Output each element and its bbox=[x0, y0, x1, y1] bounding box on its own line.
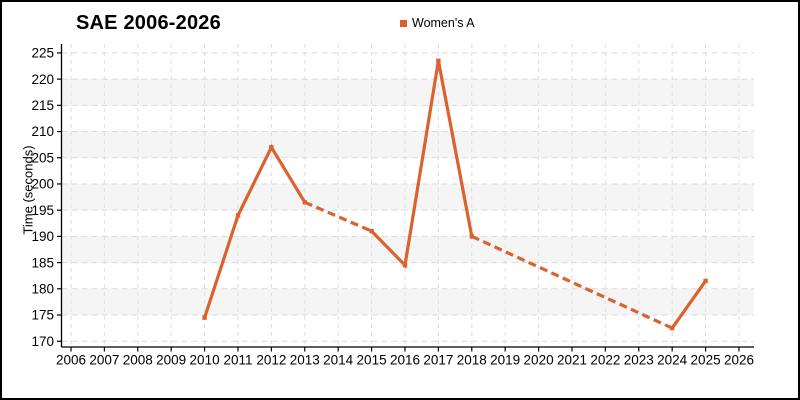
x-tick-label: 2011 bbox=[223, 353, 252, 368]
chart-title: SAE 2006-2026 bbox=[76, 12, 221, 34]
x-tick-label: 2008 bbox=[123, 353, 153, 368]
y-tick-label: 185 bbox=[31, 255, 54, 270]
x-tick-label: 2023 bbox=[624, 353, 654, 368]
series-line-solid bbox=[370, 60, 474, 269]
x-tick-label: 2020 bbox=[524, 353, 554, 368]
data-point-marker bbox=[402, 263, 408, 268]
tick-marks bbox=[57, 52, 740, 352]
x-tick-label: 2009 bbox=[156, 353, 186, 368]
data-point-marker bbox=[669, 325, 675, 331]
x-tick-label: 2007 bbox=[89, 353, 119, 368]
band bbox=[61, 288, 754, 316]
y-tick-label: 180 bbox=[31, 282, 54, 297]
y-tick-label: 225 bbox=[31, 46, 54, 61]
band bbox=[61, 79, 754, 106]
x-tick-label: 2022 bbox=[590, 353, 620, 368]
x-tick-label: 2019 bbox=[490, 353, 520, 368]
series-line-solid bbox=[203, 143, 307, 319]
y-tick-label: 215 bbox=[31, 98, 54, 113]
x-tick-label: 2012 bbox=[256, 353, 286, 368]
legend-square-marker-icon bbox=[400, 19, 407, 27]
x-tick-label: 2010 bbox=[190, 353, 220, 368]
y-tick-label: 170 bbox=[31, 334, 54, 349]
x-tick-label: 2016 bbox=[390, 353, 420, 368]
series-women-s-a bbox=[202, 58, 708, 331]
y-tick-label: 195 bbox=[31, 203, 54, 218]
x-tick-label: 2015 bbox=[357, 353, 387, 368]
data-point-marker bbox=[202, 315, 207, 320]
tick-labels: 170 175 180 185 190 195 200 205 210 215 220 225 2006… bbox=[31, 46, 754, 368]
data-point-marker bbox=[436, 58, 441, 63]
y-tick-label: 205 bbox=[31, 150, 54, 165]
data-point-marker bbox=[469, 234, 474, 239]
x-tick-label: 2013 bbox=[290, 353, 320, 368]
data-point-marker bbox=[369, 228, 374, 234]
band bbox=[61, 131, 754, 158]
x-tick-label: 2026 bbox=[724, 353, 754, 368]
data-point-marker bbox=[235, 213, 241, 218]
y-tick-label: 190 bbox=[31, 229, 54, 244]
x-tick-label: 2018 bbox=[457, 353, 487, 368]
x-tick-label: 2021 bbox=[557, 353, 587, 368]
x-tick-label: 2014 bbox=[323, 353, 354, 368]
legend-series-label: Women's A bbox=[412, 16, 475, 30]
y-tick-label: 210 bbox=[31, 124, 54, 139]
x-tick-label: 2025 bbox=[691, 353, 721, 368]
legend: Women's A bbox=[400, 16, 475, 30]
data-point-marker bbox=[269, 145, 274, 150]
x-tick-label: 2024 bbox=[657, 353, 688, 368]
x-tick-label: 2017 bbox=[423, 353, 453, 368]
data-point-marker bbox=[703, 278, 708, 284]
y-axis-title: Time (seconds) bbox=[20, 145, 36, 235]
y-tick-label: 175 bbox=[31, 308, 54, 323]
plot-bands bbox=[61, 79, 754, 316]
band bbox=[61, 183, 754, 211]
y-tick-label: 220 bbox=[31, 72, 54, 87]
series-line-solid bbox=[670, 279, 707, 330]
y-tick-label: 200 bbox=[31, 177, 54, 192]
gridlines bbox=[61, 44, 754, 347]
data-point-marker bbox=[302, 200, 307, 205]
x-tick-label: 2006 bbox=[56, 353, 86, 368]
